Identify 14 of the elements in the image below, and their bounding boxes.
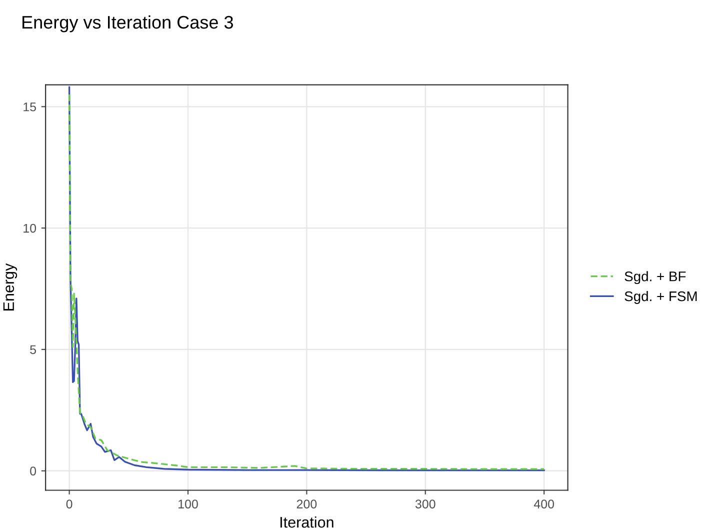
x-tick-label: 200 (296, 500, 317, 508)
y-tick-label: 5 (30, 345, 36, 354)
y-tick-label: 0 (30, 466, 36, 476)
x-tick-label: 100 (178, 500, 198, 508)
x-tick-label: 400 (534, 500, 554, 508)
y-tick-label: 10 (24, 224, 36, 233)
legend-label: Sgd. + BF (624, 271, 686, 284)
x-tick-label: 0 (66, 500, 72, 508)
x-axis-title: Iteration (280, 516, 334, 528)
x-tick-label: 300 (415, 500, 436, 508)
y-tick-label: 15 (24, 102, 36, 112)
chart-title: Energy vs Iteration Case 3 (22, 15, 233, 32)
legend-label: Sgd. + FSM (624, 290, 697, 304)
y-axis-title: Energy (3, 263, 18, 310)
